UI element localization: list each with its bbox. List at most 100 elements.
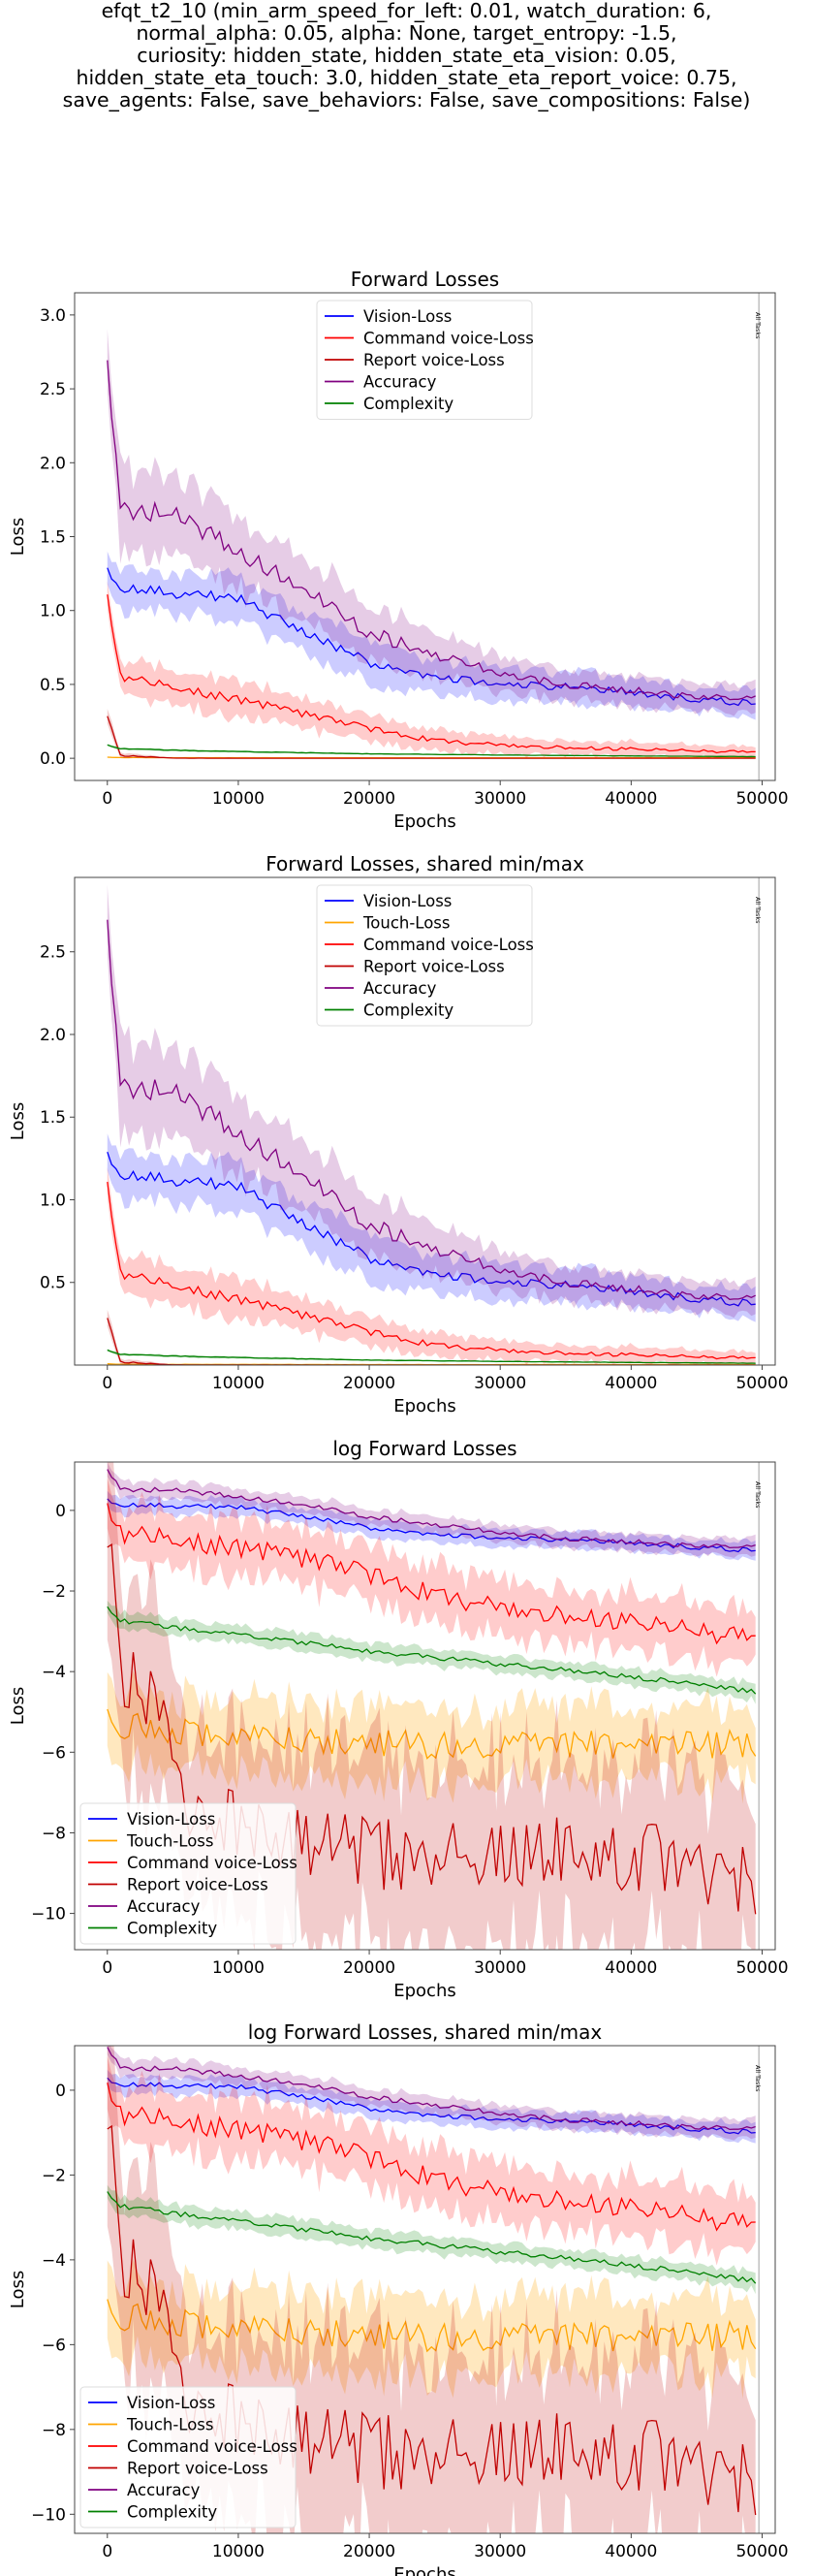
x-tick-label: 40000 — [605, 2542, 657, 2561]
legend-label-vision: Vision-Loss — [127, 2394, 215, 2412]
x-tick-label: 50000 — [735, 1958, 788, 1978]
command-band — [107, 1478, 756, 1677]
y-axis-label: Loss — [8, 2271, 28, 2308]
x-tick-label: 50000 — [735, 1374, 788, 1393]
command-line — [107, 594, 756, 754]
y-tick-label: 1.0 — [40, 602, 66, 621]
y-tick-label: 1.5 — [40, 1108, 66, 1128]
chart-4: log Forward Losses, shared min/max All Ta… — [8, 2020, 789, 2576]
y-axis-label: Loss — [8, 518, 28, 556]
y-tick-label: −2 — [42, 1582, 66, 1602]
chart-3: log Forward Losses All Tasks 0 10000 20000 30… — [8, 1437, 789, 2001]
figure-title: efqt_t2_10 (min_arm_speed_for_left: 0.01… — [0, 0, 813, 111]
legend-box — [316, 884, 533, 1027]
x-tick-label: 30000 — [474, 1374, 526, 1393]
legend-label-command: Command voice-Loss — [363, 936, 534, 954]
y-tick-label: −6 — [42, 2336, 66, 2355]
figure-title-line: normal_alpha: 0.05, alpha: None, target_… — [136, 21, 677, 45]
x-tick-label: 20000 — [343, 1374, 395, 1393]
vision-line — [107, 567, 756, 707]
plot-area — [107, 329, 756, 759]
y-tick-label: −4 — [42, 1663, 66, 1682]
legend-label-accuracy: Accuracy — [363, 979, 437, 998]
vision-band — [107, 1133, 756, 1322]
legend-label-accuracy: Accuracy — [127, 1897, 201, 1916]
x-tick-label: 10000 — [212, 1374, 265, 1393]
y-tick-label: −6 — [42, 1743, 66, 1763]
x-tick-label: 20000 — [343, 1958, 395, 1978]
legend-label-complexity: Complexity — [363, 395, 453, 413]
accuracy-band — [107, 2046, 756, 2141]
legend-box — [79, 1802, 297, 1945]
x-axis-label: Epochs — [393, 2564, 456, 2576]
y-tick-label: 2.5 — [40, 380, 66, 399]
touch-line — [107, 2299, 757, 2353]
y-tick-label: 0 — [55, 1502, 66, 1521]
legend-box — [79, 2386, 297, 2528]
vision-band — [107, 2069, 756, 2144]
legend-label-report: Report voice-Loss — [127, 2460, 268, 2478]
legend-box — [316, 300, 533, 420]
x-axis-label: Epochs — [393, 1981, 456, 2001]
chart-title: Forward Losses — [351, 268, 499, 291]
legend-label-complexity: Complexity — [363, 1002, 453, 1020]
touch-band — [107, 1670, 756, 1804]
y-tick-label: 2.0 — [40, 454, 66, 473]
chart-title: log Forward Losses — [332, 1437, 516, 1460]
accuracy-band — [107, 329, 756, 716]
task-divider-label: All Tasks — [754, 1481, 762, 1509]
accuracy-band — [107, 1462, 756, 1558]
figure-title-line: curiosity: hidden_state, hidden_state_et… — [137, 44, 676, 67]
figure-title-line: efqt_t2_10 (min_arm_speed_for_left: 0.01… — [101, 0, 712, 22]
y-tick-label: 0.5 — [40, 1274, 66, 1293]
vision-band — [107, 1490, 756, 1561]
complexity-line — [107, 2191, 757, 2284]
x-tick-label: 20000 — [343, 2542, 395, 2561]
command-line — [107, 1182, 756, 1360]
y-tick-label: 0.0 — [40, 749, 66, 769]
vision-line — [107, 1498, 756, 1553]
vision-line — [107, 2077, 756, 2135]
legend-label-report: Report voice-Loss — [363, 958, 505, 976]
complexity-band — [107, 1600, 756, 1704]
vision-line — [107, 1151, 756, 1307]
chart-1: Forward Losses All Tasks 0 10000 20000 30000 4… — [8, 268, 789, 832]
complexity-line — [107, 1349, 756, 1364]
x-tick-label: 30000 — [474, 789, 526, 809]
figure-title-line: save_agents: False, save_behaviors: Fals… — [62, 88, 751, 111]
legend-label-report: Report voice-Loss — [363, 351, 505, 369]
task-divider-label: All Tasks — [754, 897, 762, 924]
legend-label-command: Command voice-Loss — [363, 330, 534, 348]
figure-title-line: hidden_state_eta_touch: 3.0, hidden_stat… — [76, 66, 737, 89]
y-tick-label: 0 — [55, 2082, 66, 2101]
y-tick-label: −10 — [31, 2505, 66, 2525]
x-tick-label: 0 — [102, 789, 112, 809]
x-axis-label: Epochs — [393, 811, 456, 832]
legend-label-touch: Touch-Loss — [362, 914, 451, 933]
chart-title: Forward Losses, shared min/max — [266, 852, 584, 875]
legend-label-complexity: Complexity — [127, 2503, 217, 2522]
accuracy-line — [107, 2047, 756, 2131]
touch-band — [107, 2258, 756, 2400]
task-divider-label: All Tasks — [754, 312, 762, 339]
x-tick-label: 40000 — [605, 789, 657, 809]
x-tick-label: 10000 — [212, 2542, 265, 2561]
vision-band — [107, 551, 756, 720]
complexity-line — [107, 1606, 757, 1695]
legend-label-complexity: Complexity — [127, 1920, 217, 1938]
legend-label-report: Report voice-Loss — [127, 1876, 268, 1894]
command-line — [107, 1503, 756, 1645]
legend: Vision-Loss Touch-Loss Command voice-Loss R… — [316, 884, 534, 1027]
chart-2: Forward Losses, shared min/max All Tasks 0… — [8, 852, 789, 1416]
x-axis-label: Epochs — [393, 1396, 456, 1416]
x-tick-label: 50000 — [735, 2542, 788, 2561]
touch-line — [107, 1708, 757, 1760]
x-tick-label: 50000 — [735, 789, 788, 809]
y-tick-label: −8 — [42, 1824, 66, 1843]
legend-label-command: Command voice-Loss — [127, 1854, 297, 1872]
legend-label-accuracy: Accuracy — [127, 2481, 201, 2499]
x-tick-label: 10000 — [212, 1958, 265, 1978]
plot-frame — [74, 2045, 776, 2534]
y-tick-label: 0.5 — [40, 676, 66, 695]
